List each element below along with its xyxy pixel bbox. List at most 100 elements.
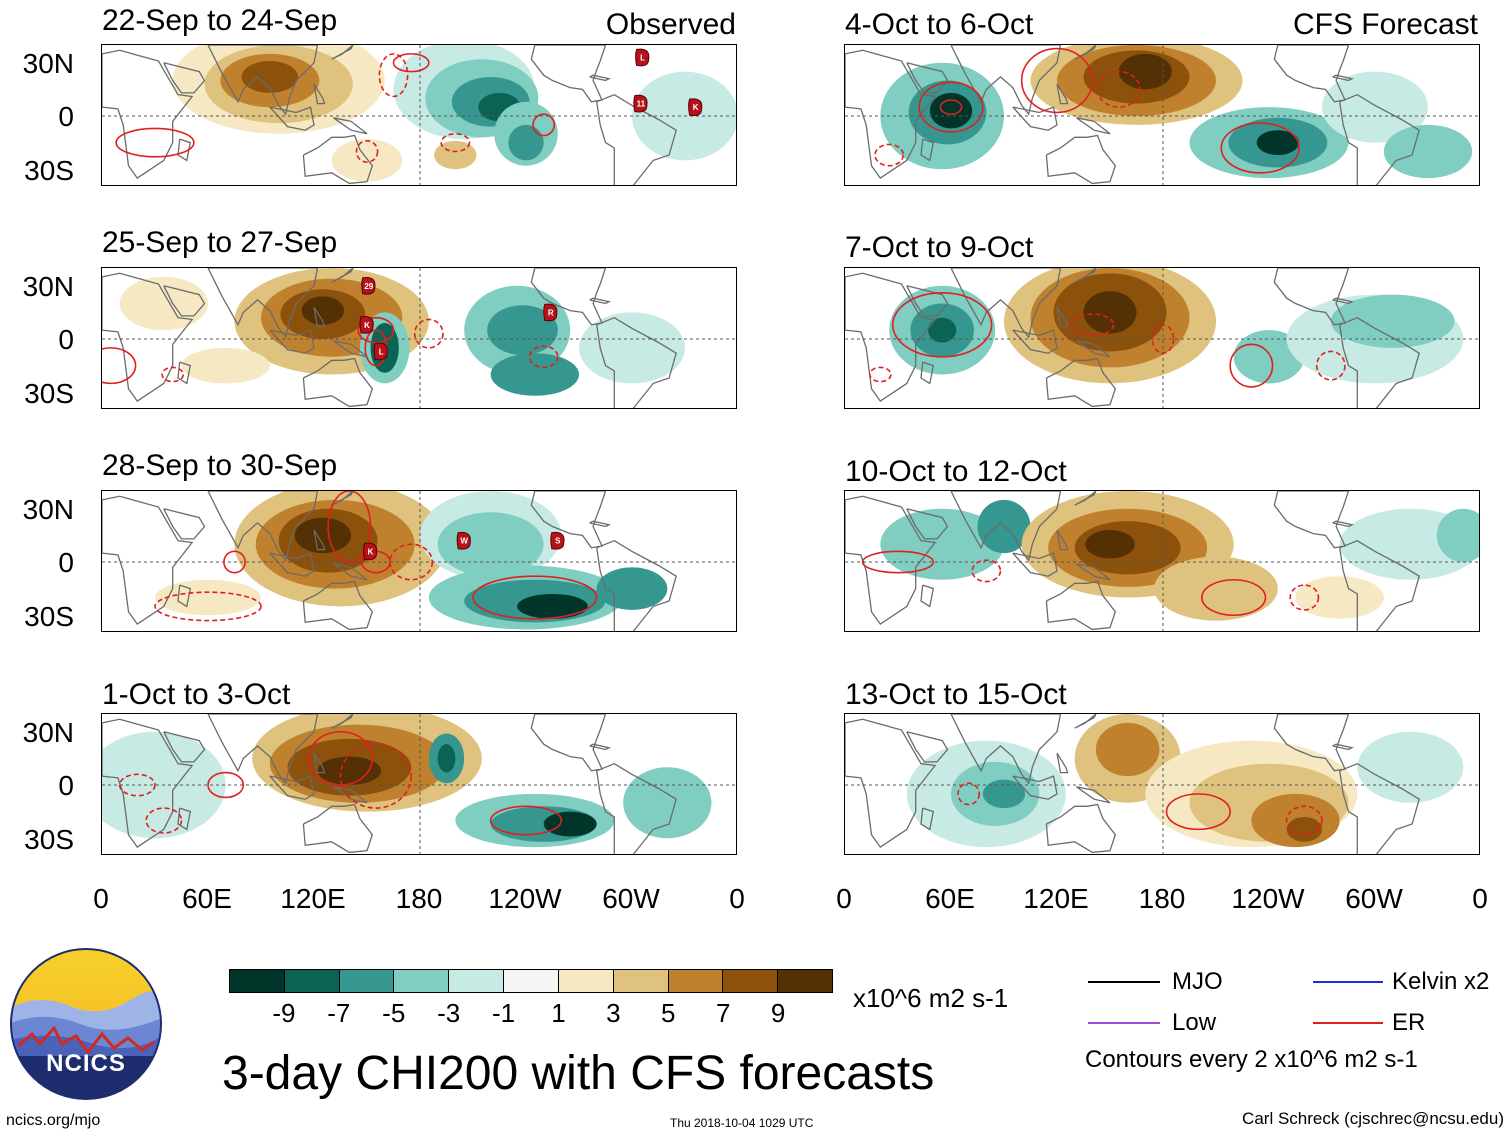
coastline — [207, 45, 319, 116]
er-contour — [868, 366, 892, 383]
coastline — [1074, 491, 1097, 506]
er-contour — [339, 743, 412, 809]
map-panel-obs-3: K W S — [101, 490, 737, 632]
coastline — [1074, 268, 1097, 283]
anomaly-region — [1383, 124, 1473, 179]
ncics-logo-icon — [10, 948, 162, 1100]
anomaly-region — [508, 124, 544, 161]
er-contour — [1096, 70, 1141, 108]
storm-marker-label: 29 — [364, 282, 373, 291]
coastline — [906, 731, 949, 763]
colorbar-tick-label: 7 — [715, 998, 731, 1028]
anomaly-region — [1083, 291, 1137, 334]
er-contour — [528, 345, 559, 369]
coastline — [1332, 297, 1354, 305]
lon-label-120w: 120W — [1231, 883, 1305, 914]
anomaly-region — [1286, 816, 1322, 842]
coastline — [1339, 316, 1420, 408]
coastline — [1273, 45, 1350, 103]
coastline — [530, 491, 607, 549]
er-contour — [971, 559, 1002, 583]
panel-title-obs-1: 22-Sep to 24-Sep — [102, 4, 338, 37]
coastline — [102, 272, 194, 402]
anomaly-region — [1233, 330, 1305, 384]
footer-credit: Carl Schreck (cjschrec@ncsu.edu) — [1242, 1109, 1504, 1128]
er-contour — [392, 53, 430, 73]
er-contour — [207, 771, 245, 799]
lat-label-30n: 30N — [22, 48, 74, 79]
anomaly-region — [623, 767, 712, 839]
lon-label-60e: 60E — [925, 883, 975, 914]
panel-title-obs-3: 28-Sep to 30-Sep — [102, 449, 338, 482]
er-contour — [223, 550, 246, 574]
legend-line-er — [1313, 1022, 1383, 1024]
anomaly-region — [1357, 731, 1464, 803]
er-contour — [440, 132, 471, 153]
anomaly-region — [155, 579, 261, 616]
coastline — [920, 584, 935, 608]
anomaly-region — [119, 276, 208, 331]
storm-marker-label: R — [548, 308, 554, 317]
er-contour — [532, 113, 556, 137]
map-canvas — [845, 714, 1479, 854]
coastline — [302, 803, 374, 854]
er-contour — [1201, 578, 1267, 617]
er-contour — [939, 99, 963, 116]
coastline — [596, 316, 677, 408]
er-contour — [1020, 47, 1094, 114]
coastline — [333, 117, 368, 135]
panel-title-obs-2: 25-Sep to 27-Sep — [102, 226, 338, 259]
anomaly-region — [1295, 576, 1384, 619]
map-canvas: K W S — [102, 491, 736, 631]
coastline — [1273, 714, 1350, 772]
storm-marker-label: K — [368, 547, 374, 556]
storm-marker-icon — [688, 98, 703, 116]
coastline — [302, 580, 374, 631]
legend-label-mjo: MJO — [1172, 968, 1223, 995]
coastline — [1012, 775, 1058, 800]
footer-url[interactable]: ncics.org/mjo — [6, 1112, 101, 1129]
anomaly-region — [437, 744, 456, 773]
coastline — [302, 134, 374, 185]
coastline — [313, 529, 326, 551]
map-panel-obs-4 — [101, 713, 737, 855]
colorbar-swatch — [394, 970, 450, 992]
coastline — [163, 62, 206, 94]
er-contour — [389, 543, 434, 581]
coastline — [1045, 580, 1117, 631]
observed-label: Observed — [605, 8, 736, 41]
anomaly-region — [487, 305, 558, 355]
coastline — [920, 807, 935, 831]
coastline — [589, 520, 611, 528]
map-panel-fc-2 — [844, 267, 1480, 409]
lat-label-30n: 30N — [22, 494, 74, 525]
coastline — [333, 563, 368, 581]
coastline — [163, 731, 206, 763]
er-contour — [355, 140, 379, 163]
er-contour — [413, 318, 444, 349]
legend-contour-note: Contours every 2 x10^6 m2 s-1 — [1085, 1046, 1418, 1073]
coastline — [1012, 329, 1058, 354]
lon-label-60w: 60W — [1345, 883, 1403, 914]
er-contour — [1151, 323, 1175, 354]
coastline — [906, 62, 949, 94]
coastline — [177, 138, 192, 162]
colorbar-tick-label: 3 — [606, 998, 621, 1028]
coastline — [1273, 268, 1350, 326]
coastline — [596, 93, 677, 185]
colorbar-tick-label: 5 — [661, 998, 676, 1028]
anomaly-region — [294, 517, 352, 554]
lat-label-eq: 0 — [58, 101, 74, 132]
er-contour — [489, 805, 563, 836]
anomaly-region — [1256, 130, 1300, 156]
coastline — [331, 45, 354, 60]
anomaly-region — [1436, 508, 1479, 562]
coastline — [950, 268, 1062, 339]
er-contour — [918, 81, 984, 133]
anomaly-region — [1095, 722, 1160, 777]
anomaly-region — [1154, 556, 1278, 621]
er-contour — [154, 591, 262, 622]
legend-label-er: ER — [1392, 1009, 1426, 1036]
anomaly-region — [490, 353, 579, 396]
map-panel-fc-4 — [844, 713, 1480, 855]
